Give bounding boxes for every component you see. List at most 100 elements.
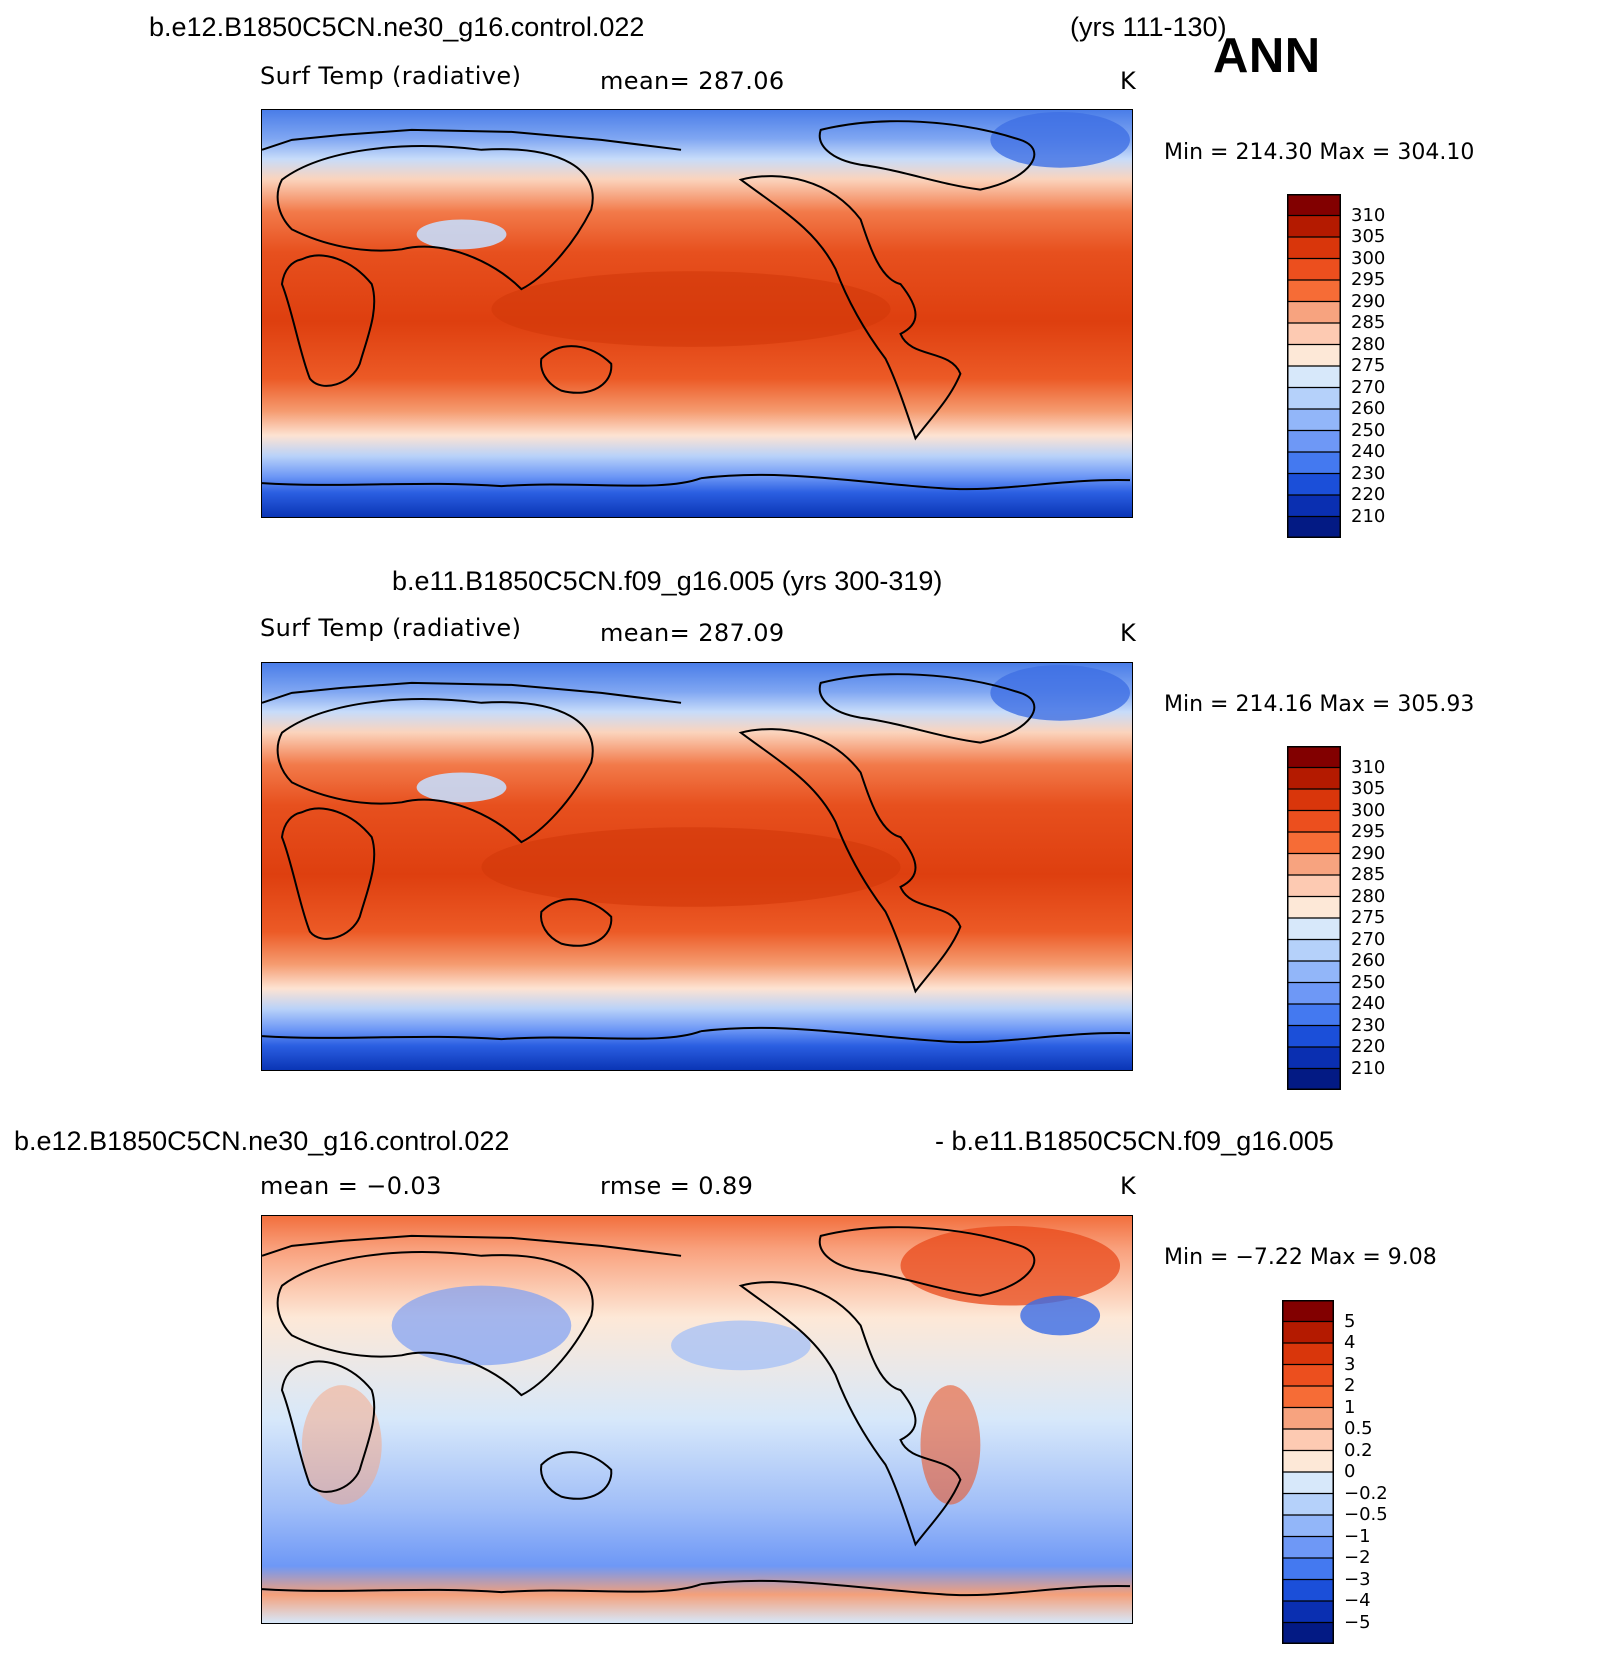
colorbar-swatch (1287, 409, 1341, 431)
colorbar-tick-label: 230 (1351, 462, 1386, 484)
colorbar-tick-label: 295 (1351, 269, 1386, 290)
colorbar-swatch (1287, 1025, 1341, 1048)
colorbar-border (1287, 746, 1341, 1090)
colorbar-tick-label: 0.2 (1344, 1439, 1373, 1461)
colorbar-swatch (1287, 789, 1341, 811)
colorbar-swatch (1282, 1343, 1334, 1365)
panel2-variable-name: Surf Temp (radiative) (260, 614, 522, 642)
colorbar-tick-label: 270 (1351, 376, 1386, 398)
panel1-min-max: Min = 214.30 Max = 304.10 (1164, 140, 1475, 165)
colorbar-tick-label: −2 (1344, 1547, 1371, 1568)
colorbar-tick-label: 300 (1351, 799, 1386, 821)
panel3-min-max: Min = −7.22 Max = 9.08 (1164, 1245, 1437, 1270)
colorbar-swatch (1287, 237, 1341, 259)
colorbar-swatch (1287, 918, 1341, 940)
colorbar-swatch (1282, 1321, 1334, 1344)
panel2-temperature-map (261, 662, 1133, 1071)
colorbar-tick-label: 300 (1351, 247, 1386, 269)
panel3-difference-map (261, 1215, 1133, 1624)
panel2-colorbar-swatches (1287, 746, 1341, 1091)
colorbar-swatch (1282, 1493, 1334, 1516)
colorbar-swatch (1287, 301, 1341, 324)
colorbar-swatch (1287, 194, 1341, 216)
colorbar-tick-label: 0.5 (1344, 1418, 1373, 1439)
panel3-case-title: b.e12.B1850C5CN.ne30_g16.control.022 (14, 1126, 510, 1156)
colorbar-swatch (1282, 1558, 1334, 1580)
colorbar-border (1282, 1300, 1334, 1644)
colorbar-tick-label: −0.2 (1344, 1482, 1388, 1504)
panel2-case-title: b.e11.B1850C5CN.f09_g16.005 (yrs 300-319… (392, 566, 943, 596)
colorbar-swatch (1282, 1536, 1334, 1559)
colorbar-tick-label: −1 (1344, 1525, 1371, 1547)
colorbar-tick-label: 310 (1351, 756, 1386, 778)
colorbar-tick-label: 290 (1351, 842, 1386, 864)
colorbar-tick-label: 5 (1344, 1310, 1356, 1332)
colorbar-border (1287, 194, 1341, 538)
panel3-mean: mean = −0.03 (260, 1172, 442, 1200)
colorbar-swatch (1287, 344, 1341, 367)
panel3-units: K (1120, 1172, 1137, 1200)
panel2-min-max: Min = 214.16 Max = 305.93 (1164, 692, 1475, 717)
panel1-temperature-map (261, 109, 1133, 518)
season-label: ANN (1213, 29, 1321, 83)
colorbar-tick-label: 310 (1351, 204, 1386, 226)
colorbar-tick-label: 280 (1351, 885, 1386, 907)
colorbar-swatch (1287, 896, 1341, 919)
colorbar-swatch (1287, 982, 1341, 1005)
colorbar-tick-label: 260 (1351, 950, 1386, 971)
colorbar-tick-label: −3 (1344, 1568, 1371, 1590)
colorbar-tick-label: 2 (1344, 1375, 1356, 1396)
panel2-units: K (1120, 619, 1137, 647)
colorbar-tick-label: 260 (1351, 398, 1386, 419)
colorbar-swatch (1287, 258, 1341, 281)
colorbar-swatch (1282, 1407, 1334, 1430)
colorbar-swatch (1282, 1622, 1334, 1645)
colorbar-tick-label: 220 (1351, 1036, 1386, 1057)
colorbar-swatch (1287, 961, 1341, 983)
panel3-case-title-control: - b.e11.B1850C5CN.f09_g16.005 (935, 1126, 1334, 1156)
colorbar-swatch (1282, 1601, 1334, 1623)
colorbar-swatch (1287, 939, 1341, 962)
colorbar-tick-label: 250 (1351, 971, 1386, 993)
colorbar-swatch (1287, 473, 1341, 496)
colorbar-tick-label: 3 (1344, 1353, 1356, 1375)
colorbar-tick-label: 290 (1351, 290, 1386, 312)
colorbar-swatch (1282, 1450, 1334, 1473)
colorbar-swatch (1287, 366, 1341, 388)
colorbar-swatch (1282, 1579, 1334, 1602)
panel1-colorbar (1287, 194, 1341, 539)
panel1-years: (yrs 111-130) (1070, 12, 1227, 42)
colorbar-tick-label: −5 (1344, 1611, 1371, 1633)
colorbar-swatch (1287, 853, 1341, 876)
colorbar-tick-label: 0 (1344, 1461, 1356, 1482)
colorbar-tick-label: 240 (1351, 993, 1386, 1014)
colorbar-tick-label: 275 (1351, 907, 1386, 928)
colorbar-swatch (1287, 387, 1341, 410)
colorbar-swatch (1287, 430, 1341, 453)
panel2-colorbar (1287, 746, 1341, 1091)
colorbar-swatch (1287, 452, 1341, 474)
colorbar-swatch (1282, 1429, 1334, 1451)
colorbar-tick-label: 275 (1351, 355, 1386, 376)
colorbar-tick-label: 230 (1351, 1014, 1386, 1036)
colorbar-swatch (1287, 1047, 1341, 1069)
panel1-mean: mean= 287.06 (600, 67, 785, 95)
colorbar-tick-label: 220 (1351, 484, 1386, 505)
colorbar-tick-label: 305 (1351, 226, 1386, 247)
colorbar-swatch (1287, 1068, 1341, 1091)
panel1-variable-name: Surf Temp (radiative) (260, 62, 522, 90)
panel3-colorbar-swatches (1282, 1300, 1334, 1645)
panel1-case-title: b.e12.B1850C5CN.ne30_g16.control.022 (149, 12, 645, 42)
colorbar-swatch (1282, 1515, 1334, 1537)
panel3-colorbar (1282, 1300, 1334, 1645)
colorbar-swatch (1287, 215, 1341, 238)
colorbar-swatch (1282, 1472, 1334, 1494)
colorbar-tick-label: 305 (1351, 778, 1386, 799)
colorbar-swatch (1287, 495, 1341, 517)
colorbar-tick-label: 250 (1351, 419, 1386, 441)
panel2-mean: mean= 287.09 (600, 619, 785, 647)
panel1-colorbar-swatches (1287, 194, 1341, 539)
colorbar-tick-label: 285 (1351, 864, 1386, 885)
colorbar-swatch (1287, 767, 1341, 790)
colorbar-tick-label: 210 (1351, 505, 1386, 527)
